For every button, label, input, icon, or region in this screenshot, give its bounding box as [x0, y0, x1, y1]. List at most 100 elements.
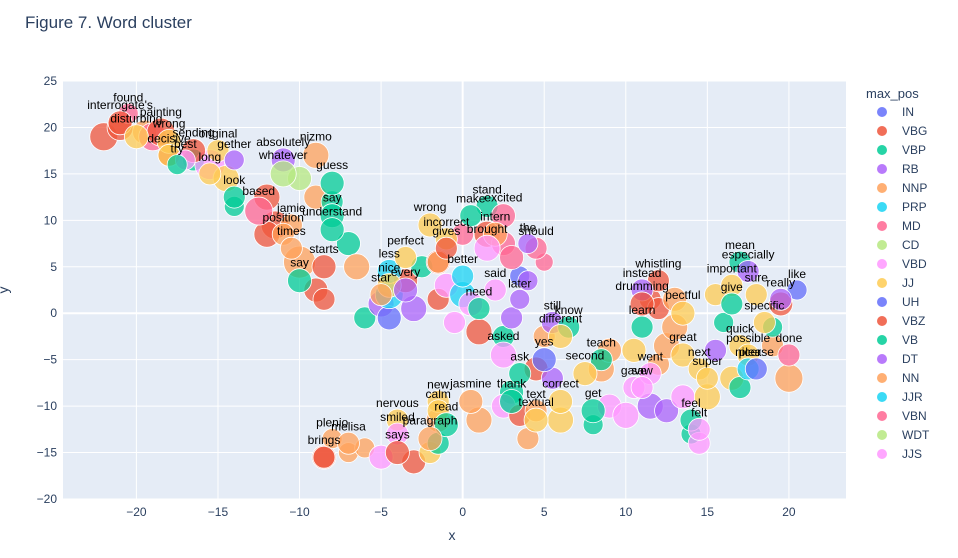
word-marker[interactable]: [572, 361, 598, 387]
word-marker[interactable]: [319, 170, 345, 196]
legend-marker[interactable]: [877, 411, 887, 421]
legend-marker[interactable]: [877, 316, 887, 326]
word-marker[interactable]: [508, 362, 532, 386]
word-marker[interactable]: [393, 277, 418, 303]
word-marker[interactable]: [312, 287, 336, 311]
legend-marker[interactable]: [877, 240, 887, 250]
word-marker[interactable]: [744, 283, 768, 307]
word-marker[interactable]: [287, 268, 312, 294]
word-marker[interactable]: [695, 366, 719, 390]
word-marker[interactable]: [621, 337, 647, 363]
word-marker[interactable]: [312, 445, 336, 469]
legend[interactable]: max_pos IN VBG VBP RB NNP PRP MD CD VBD JJ UH VBZ VB…: [866, 86, 930, 461]
legend-marker[interactable]: [877, 107, 887, 117]
word-marker[interactable]: [500, 306, 523, 330]
word-marker[interactable]: [376, 305, 402, 331]
word-marker[interactable]: [687, 417, 711, 441]
legend-marker[interactable]: [877, 373, 887, 383]
word-marker[interactable]: [777, 343, 801, 367]
legend-marker[interactable]: [877, 164, 887, 174]
legend-marker[interactable]: [877, 430, 887, 440]
legend-marker[interactable]: [877, 335, 887, 345]
word-marker[interactable]: [720, 292, 744, 316]
word-marker[interactable]: [548, 324, 573, 349]
legend-item-label[interactable]: DT: [902, 352, 919, 366]
word-marker[interactable]: [713, 312, 735, 333]
word-marker[interactable]: [483, 278, 507, 302]
word-marker[interactable]: [279, 236, 303, 260]
word-marker[interactable]: [198, 162, 222, 186]
legend-marker[interactable]: [877, 221, 887, 231]
legend-marker[interactable]: [877, 145, 887, 155]
word-marker[interactable]: [736, 260, 760, 283]
word-marker[interactable]: [517, 233, 539, 254]
legend-marker[interactable]: [877, 202, 887, 212]
word-marker[interactable]: [385, 440, 410, 465]
legend-item-label[interactable]: VBN: [902, 409, 927, 423]
legend-item-label[interactable]: VBG: [902, 124, 927, 138]
legend-item-label[interactable]: VB: [902, 333, 918, 347]
legend-item-label[interactable]: PRP: [902, 200, 927, 214]
word-marker[interactable]: [343, 253, 371, 281]
word-marker[interactable]: [369, 283, 393, 307]
word-marker[interactable]: [630, 376, 654, 399]
word-marker[interactable]: [302, 141, 330, 169]
word-marker[interactable]: [774, 363, 804, 393]
word-marker[interactable]: [531, 347, 557, 373]
word-marker[interactable]: [458, 389, 484, 414]
legend-marker[interactable]: [877, 278, 887, 288]
word-marker[interactable]: [319, 217, 345, 243]
word-marker[interactable]: [451, 264, 475, 288]
legend-item-label[interactable]: VBZ: [902, 314, 925, 328]
legend-item-label[interactable]: NNP: [902, 181, 927, 195]
word-marker[interactable]: [337, 431, 360, 455]
word-marker[interactable]: [459, 204, 483, 228]
legend-item-label[interactable]: UH: [902, 295, 919, 309]
word-marker[interactable]: [509, 288, 531, 310]
word-marker[interactable]: [523, 407, 549, 433]
word-marker[interactable]: [670, 342, 696, 368]
word-marker[interactable]: [473, 234, 501, 262]
legend-marker[interactable]: [877, 259, 887, 269]
word-marker[interactable]: [490, 341, 517, 369]
legend-item-label[interactable]: WDT: [902, 428, 930, 442]
word-marker[interactable]: [580, 398, 606, 424]
word-marker[interactable]: [166, 154, 188, 176]
word-marker[interactable]: [223, 149, 245, 171]
legend-item-label[interactable]: VBP: [902, 143, 926, 157]
legend-marker[interactable]: [877, 354, 887, 364]
word-marker[interactable]: [269, 160, 297, 188]
legend-marker[interactable]: [877, 449, 887, 459]
word-marker[interactable]: [124, 124, 149, 150]
word-marker[interactable]: [244, 196, 274, 226]
word-marker[interactable]: [670, 300, 696, 326]
word-marker[interactable]: [394, 246, 417, 269]
word-marker[interactable]: [107, 110, 133, 136]
legend-item-label[interactable]: JJS: [902, 447, 922, 461]
word-marker[interactable]: [417, 426, 443, 452]
word-marker[interactable]: [517, 270, 539, 292]
word-marker[interactable]: [704, 338, 727, 362]
word-marker[interactable]: [417, 212, 443, 238]
word-marker[interactable]: [612, 401, 640, 429]
word-marker[interactable]: [769, 287, 793, 311]
word-marker[interactable]: [336, 231, 361, 256]
legend-item-label[interactable]: MD: [902, 219, 921, 233]
legend-item-label[interactable]: JJR: [902, 390, 923, 404]
word-marker[interactable]: [630, 315, 654, 339]
word-marker[interactable]: [433, 412, 459, 438]
legend-item-label[interactable]: VBD: [902, 257, 927, 271]
word-marker[interactable]: [206, 139, 230, 163]
legend-item-label[interactable]: IN: [902, 105, 914, 119]
word-marker[interactable]: [222, 185, 246, 209]
word-marker[interactable]: [548, 389, 573, 414]
legend-marker[interactable]: [877, 183, 887, 193]
word-marker[interactable]: [499, 245, 524, 270]
word-marker[interactable]: [311, 254, 337, 280]
legend-item-label[interactable]: JJ: [902, 276, 914, 290]
word-marker[interactable]: [753, 311, 776, 334]
word-marker[interactable]: [467, 297, 491, 320]
legend-item-label[interactable]: CD: [902, 238, 920, 252]
legend-marker[interactable]: [877, 392, 887, 402]
word-marker[interactable]: [654, 398, 679, 424]
